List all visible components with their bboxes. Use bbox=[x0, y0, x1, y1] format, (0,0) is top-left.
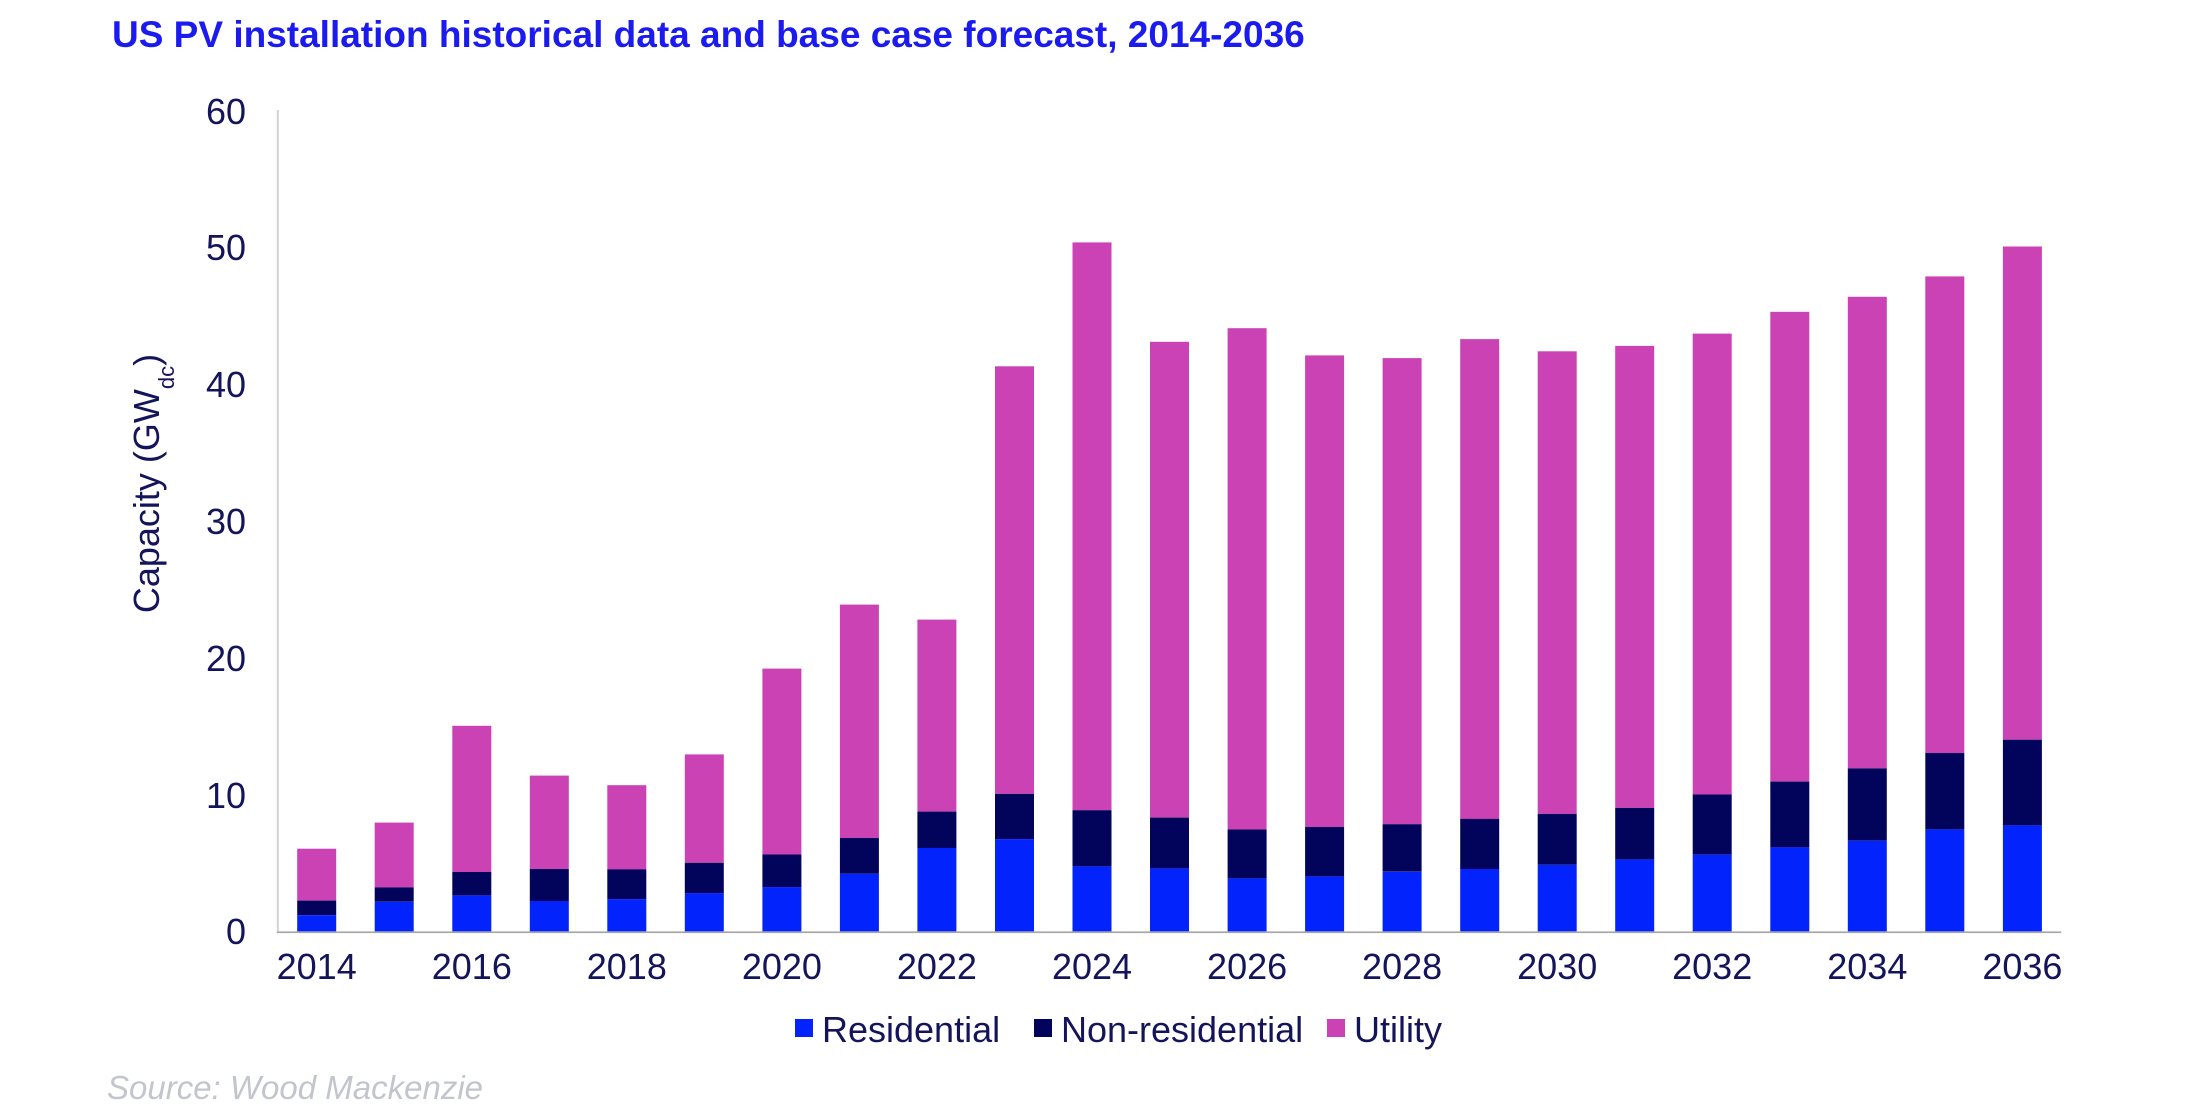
svg-text:2034: 2034 bbox=[1827, 946, 1907, 987]
svg-text:2028: 2028 bbox=[1362, 946, 1442, 987]
svg-text:2032: 2032 bbox=[1672, 946, 1752, 987]
svg-text:Non-residential: Non-residential bbox=[1061, 1009, 1303, 1050]
svg-text:Residential: Residential bbox=[822, 1009, 1000, 1050]
svg-text:2018: 2018 bbox=[587, 946, 667, 987]
svg-text:10: 10 bbox=[206, 775, 246, 816]
svg-text:2014: 2014 bbox=[277, 946, 357, 987]
svg-text:30: 30 bbox=[206, 501, 246, 542]
svg-text:Source: Wood Mackenzie: Source: Wood Mackenzie bbox=[107, 1069, 483, 1106]
svg-text:2026: 2026 bbox=[1207, 946, 1287, 987]
svg-text:2024: 2024 bbox=[1052, 946, 1132, 987]
svg-text:40: 40 bbox=[206, 364, 246, 405]
svg-text:2036: 2036 bbox=[1982, 946, 2062, 987]
svg-text:0: 0 bbox=[226, 911, 246, 952]
svg-text:50: 50 bbox=[206, 227, 246, 268]
svg-text:2020: 2020 bbox=[742, 946, 822, 987]
svg-text:Capacity (GWdc): Capacity (GWdc) bbox=[126, 354, 179, 613]
svg-text:20: 20 bbox=[206, 638, 246, 679]
svg-text:2016: 2016 bbox=[432, 946, 512, 987]
svg-text:US PV installation historical: US PV installation historical data and b… bbox=[112, 14, 1305, 55]
svg-text:2022: 2022 bbox=[897, 946, 977, 987]
svg-text:Utility: Utility bbox=[1354, 1009, 1442, 1050]
svg-text:2030: 2030 bbox=[1517, 946, 1597, 987]
svg-text:60: 60 bbox=[206, 91, 246, 132]
